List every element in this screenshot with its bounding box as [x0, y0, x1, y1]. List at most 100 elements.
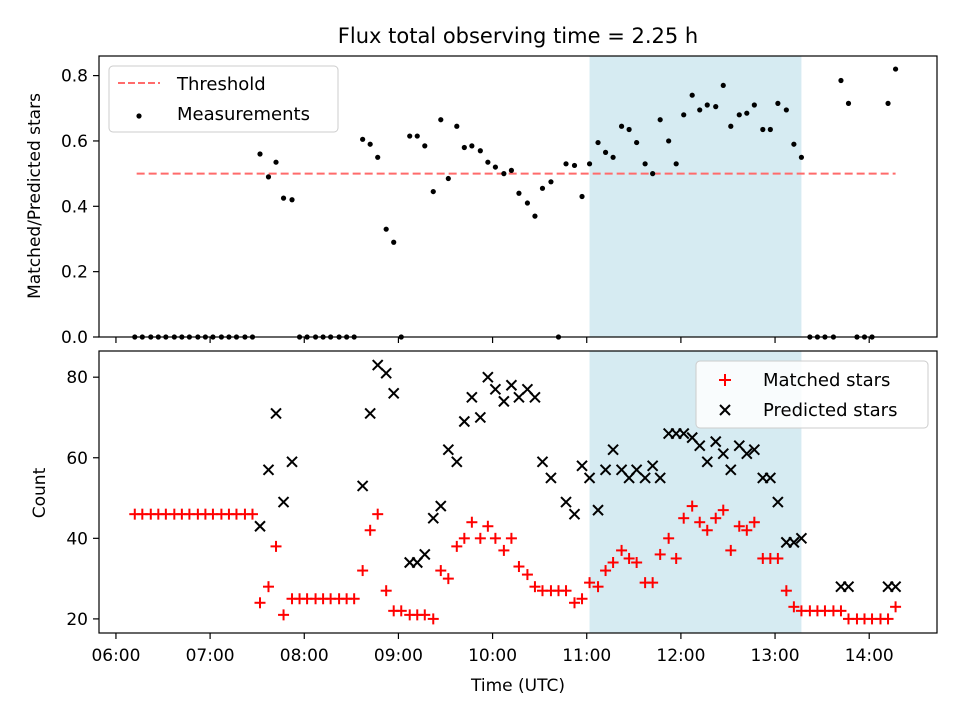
legend-measurements-label: Measurements — [177, 104, 310, 125]
measurement-point — [383, 226, 389, 232]
count-panel-y-axis-label: Count — [30, 467, 50, 518]
matched-point — [780, 585, 792, 597]
y-tick-label: 0.0 — [61, 328, 88, 348]
measurement-point — [563, 161, 569, 167]
matched-point — [616, 544, 628, 556]
measurement-point — [516, 190, 522, 196]
matched-point — [748, 516, 760, 528]
ratio-panel-highlight-band — [589, 56, 802, 337]
predicted-point — [694, 439, 706, 452]
measurement-point — [414, 133, 420, 139]
predicted-point — [678, 427, 690, 440]
measurement-point — [720, 82, 726, 89]
measurement-point — [751, 102, 757, 108]
measurement-point — [492, 164, 499, 170]
count-panel-y-ticks: 20 40 60 80 — [66, 368, 99, 630]
x-tick-label: 08:00 — [280, 646, 329, 666]
ratio-highlight-band — [589, 56, 802, 337]
matched-point — [451, 540, 463, 552]
predicted-point — [646, 460, 659, 472]
measurement-point — [681, 112, 687, 118]
measurement-point — [579, 193, 585, 200]
measurement-point — [477, 148, 483, 154]
predicted-point — [889, 580, 902, 593]
matched-point — [788, 601, 800, 613]
count-panel: 20 40 60 80 06:00 07:00 08:00 09:00 10:00 11:00 1… — [30, 350, 938, 696]
predicted-point — [536, 456, 549, 468]
y-tick-label: 80 — [66, 368, 88, 388]
predicted-point — [592, 504, 604, 516]
matched-point — [663, 532, 675, 544]
x-axis-label: Time (UTC) — [470, 676, 565, 696]
y-tick-label: 60 — [66, 449, 88, 469]
matched-point — [592, 581, 604, 593]
predicted-point — [442, 443, 455, 456]
matched-point — [372, 508, 384, 520]
matched-point — [584, 577, 596, 589]
matched-point — [505, 532, 517, 544]
predicted-point — [639, 472, 651, 484]
predicted-point — [482, 371, 494, 383]
count-panel-legend: Matched stars Predicted stars — [695, 360, 929, 429]
measurement-point — [626, 126, 632, 133]
predicted-point — [458, 415, 471, 428]
count-panel-frame — [98, 350, 938, 634]
measurement-point — [610, 154, 616, 160]
matched-point — [395, 605, 407, 617]
matched-point — [600, 565, 612, 577]
measurement-point — [618, 123, 625, 129]
measurement-point — [634, 139, 640, 146]
measurement-point — [407, 133, 413, 139]
measurement-point — [539, 185, 546, 191]
predicted-point — [529, 391, 541, 404]
ratio-panel-legend-box — [108, 65, 339, 133]
measurement-point — [892, 66, 899, 72]
measurement-point — [524, 200, 531, 206]
matched-point — [890, 601, 902, 613]
matched-point — [357, 565, 369, 577]
predicted-point — [419, 548, 431, 561]
legend-measurements-marker — [136, 113, 142, 119]
measurement-point — [845, 100, 852, 106]
x-tick-label: 14:00 — [845, 646, 894, 666]
predicted-point — [788, 536, 800, 549]
matched-point — [607, 557, 619, 568]
predicted-point — [842, 580, 855, 593]
predicted-point — [748, 443, 761, 456]
y-tick-label: 0.4 — [61, 197, 88, 217]
predicted-point — [654, 472, 666, 484]
measurement-point — [454, 123, 460, 129]
matched-point — [725, 544, 737, 556]
predicted-point — [568, 508, 581, 520]
matched-point — [442, 573, 454, 585]
measurement-point — [650, 171, 656, 177]
legend-matched-marker — [719, 374, 731, 386]
measurement-point — [265, 174, 272, 180]
count-panel-x-ticks: 06:00 07:00 08:00 09:00 10:00 11:00 12:00 13:00… — [91, 633, 894, 666]
predicted-point — [725, 464, 737, 476]
predicted-point — [607, 443, 619, 456]
x-tick-label: 10:00 — [468, 646, 517, 666]
matched-point — [380, 585, 392, 597]
matched-point — [623, 552, 635, 564]
matched-point — [560, 585, 572, 597]
x-tick-label: 12:00 — [656, 646, 705, 666]
predicted-point — [599, 464, 612, 476]
predicted-point — [545, 472, 557, 484]
matched-stars-series — [129, 500, 902, 625]
measurement-point — [257, 151, 263, 157]
measurement-point — [798, 154, 805, 160]
predicted-point — [286, 456, 298, 468]
matched-point — [529, 581, 541, 593]
measurement-point — [697, 107, 703, 113]
measurement-point — [713, 104, 719, 110]
measurement-point — [657, 117, 663, 123]
predicted-point — [388, 387, 400, 400]
matched-point — [701, 524, 713, 536]
matched-point — [654, 548, 666, 560]
matched-point — [474, 532, 486, 544]
predicted-point — [583, 472, 596, 484]
ratio-panel-y-axis-label: Matched/Predicted stars — [25, 93, 45, 299]
measurement-point — [642, 161, 648, 167]
